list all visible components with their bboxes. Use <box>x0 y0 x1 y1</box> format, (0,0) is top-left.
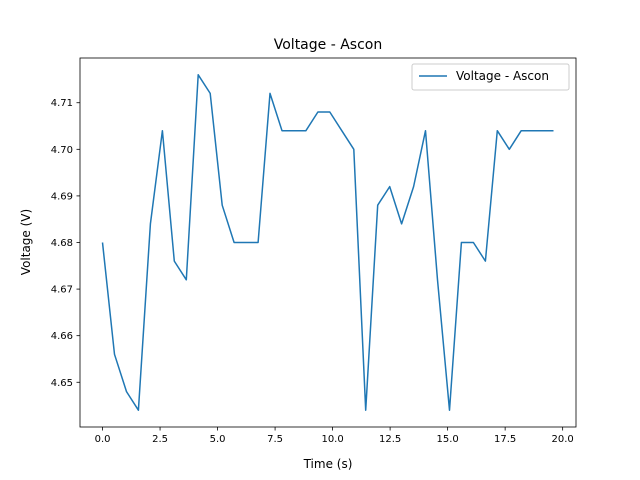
legend-box <box>411 63 570 91</box>
legend: Voltage - Ascon <box>411 63 570 91</box>
x-tick-label: 5.0 <box>210 434 226 445</box>
x-tick-label: 10.0 <box>321 434 343 445</box>
y-tick-label: 4.66 <box>51 331 73 342</box>
y-tick-label: 4.65 <box>51 378 73 389</box>
x-tick-label: 12.5 <box>379 434 401 445</box>
x-tick-label: 0.0 <box>95 434 111 445</box>
axes-frame <box>79 57 577 428</box>
x-tick-label: 20.0 <box>552 434 574 445</box>
x-tick-label: 2.5 <box>152 434 168 445</box>
x-tick-label: 17.5 <box>494 434 516 445</box>
x-tick-label: 7.5 <box>267 434 283 445</box>
x-tick-label: 15.0 <box>436 434 458 445</box>
plot-area <box>79 57 577 428</box>
y-axis: 4.65 4.66 4.67 4.68 4.69 4.70 4.71 <box>51 98 80 389</box>
y-tick-label: 4.67 <box>51 285 73 296</box>
y-tick-label: 4.71 <box>51 98 73 109</box>
y-tick-label: 4.70 <box>51 145 73 156</box>
y-tick-label: 4.69 <box>51 191 73 202</box>
chart-title: Voltage - Ascon <box>274 37 382 53</box>
series-line-voltage-ascon <box>101 74 554 411</box>
x-axis-label: Time (s) <box>303 457 353 471</box>
y-axis-label: Voltage (V) <box>19 209 33 275</box>
y-tick-label: 4.68 <box>51 238 73 249</box>
x-axis: 0.0 2.5 5.0 7.5 10.0 12.5 15.0 17.5 20.0 <box>95 427 574 445</box>
legend-entry-label: Voltage - Ascon <box>456 69 549 83</box>
